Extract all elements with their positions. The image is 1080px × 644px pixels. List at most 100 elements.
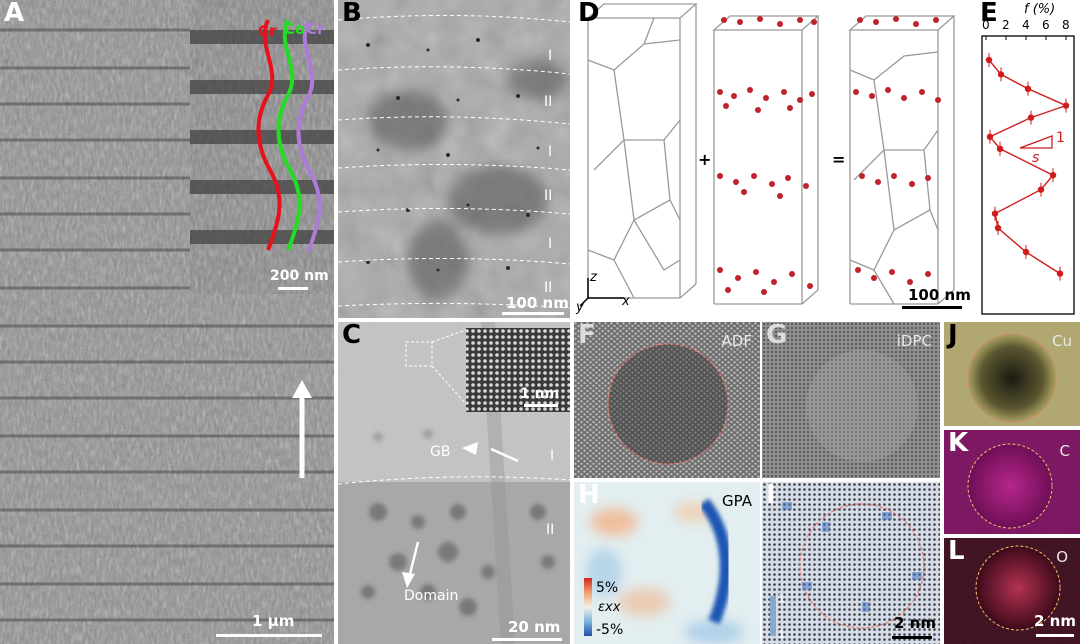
panel-b: B I II I II I II 100 nm xyxy=(338,0,570,318)
panel-l: L O 2 nm xyxy=(944,538,1080,644)
panel-a-label: A xyxy=(4,0,25,28)
slope-num: 1 xyxy=(1056,130,1065,146)
panel-c-scalebar-label: 20 nm xyxy=(508,618,561,636)
panel-i-scalebar xyxy=(892,636,932,639)
domain-arrow-icon xyxy=(408,541,420,575)
panel-c-inset-scalebar xyxy=(524,404,558,407)
panel-i-image xyxy=(762,482,940,644)
region-b-1: I xyxy=(548,48,553,64)
panel-f-image xyxy=(574,322,760,478)
panel-e-label: E xyxy=(980,0,998,28)
panel-d-scalebar-label: 100 nm xyxy=(908,286,971,304)
slope-den: s xyxy=(1032,150,1040,166)
equals-sign: = xyxy=(832,150,846,169)
panel-d: D z x y + = 100 nm xyxy=(574,0,974,318)
domain-annotation: Domain xyxy=(404,588,459,604)
inset-scalebar xyxy=(278,287,308,290)
gb-annotation: GB xyxy=(430,444,451,460)
panel-k-label: K xyxy=(948,430,969,458)
tick-4: 4 xyxy=(1022,18,1030,32)
particles-prism-2 xyxy=(717,16,817,295)
panel-h: H GPA 5% εxx -5% xyxy=(574,482,760,644)
panel-g-label: G xyxy=(766,322,788,350)
panel-a-scalebar xyxy=(216,634,322,637)
panel-j: J Cu xyxy=(944,322,1080,426)
panel-f-label: F xyxy=(578,322,596,350)
gb-arrow-icon xyxy=(490,447,519,463)
region-b-6: II xyxy=(544,280,553,296)
panel-j-eels-cu xyxy=(944,322,1080,426)
panel-g-image xyxy=(762,322,940,478)
panel-l-label: L xyxy=(948,538,965,566)
panel-g: G iDPC xyxy=(762,322,940,478)
panel-h-label: H xyxy=(578,482,600,510)
region-b-3: I xyxy=(548,144,553,160)
panel-h-strain-map xyxy=(574,482,760,644)
panel-i-cb-bottom: 1 xyxy=(778,628,785,641)
panel-d-label: D xyxy=(578,0,600,28)
panel-a-scalebar-label: 1 μm xyxy=(252,612,295,630)
panel-b-label: B xyxy=(342,0,362,28)
panel-e-profile xyxy=(981,35,1075,315)
tick-0: 0 xyxy=(982,18,990,32)
region-b-5: I xyxy=(548,236,553,252)
plus-sign: + xyxy=(698,150,712,169)
legend-cr: Cr xyxy=(258,22,277,40)
strain-colorbar xyxy=(584,578,592,636)
panel-l-eels-o xyxy=(944,538,1080,644)
panel-c-micrograph xyxy=(338,322,570,644)
axes-icon xyxy=(579,278,624,307)
panel-c-label: C xyxy=(342,322,362,350)
panel-a-inset-image xyxy=(190,0,334,294)
panel-f: F ADF xyxy=(574,322,760,478)
colorbar-max: 5% xyxy=(596,580,619,596)
panel-b-scalebar-label: 100 nm xyxy=(506,294,569,312)
colorbar-min: -5% xyxy=(596,622,624,638)
panel-j-tag: Cu xyxy=(1052,332,1072,350)
panel-g-tag: iDPC xyxy=(896,332,932,350)
panel-f-tag: ADF xyxy=(721,332,752,350)
slope-triangle-icon xyxy=(1019,135,1053,149)
panel-l-scalebar xyxy=(1036,634,1074,637)
axis-label-f: f (%) xyxy=(1024,2,1056,17)
tick-6: 6 xyxy=(1042,18,1050,32)
region-b-2: II xyxy=(544,94,553,110)
legend-co: Co xyxy=(284,20,306,38)
panel-e: E f (%) 0 2 4 6 8 1 s xyxy=(976,0,1080,318)
panel-a: A Cr Co Cr 200 nm 1 μm xyxy=(0,0,334,644)
panel-b-micrograph xyxy=(338,0,570,318)
axis-y: y xyxy=(576,300,584,315)
colorbar-symbol: εxx xyxy=(598,600,621,615)
legend-cr2: Cr xyxy=(306,20,325,38)
region-b-4: II xyxy=(544,188,553,204)
panel-k-eels-c xyxy=(944,430,1080,534)
inset-scalebar-label: 200 nm xyxy=(270,268,329,284)
panel-l-scalebar-label: 2 nm xyxy=(1034,612,1076,630)
panel-b-scalebar xyxy=(502,312,564,315)
panel-k-tag: C xyxy=(1059,442,1070,460)
axis-x: x xyxy=(622,294,630,309)
axis-z: z xyxy=(590,270,597,285)
region-c-2: II xyxy=(546,522,555,538)
panel-c-inset-scalebar-label: 1 nm xyxy=(520,386,560,402)
panel-l-tag: O xyxy=(1056,548,1068,566)
panel-i: I 1 1 2 nm xyxy=(762,482,940,644)
cr-trace xyxy=(256,19,282,251)
panel-c: C 1 nm GB I II Domain 20 nm xyxy=(338,322,570,644)
panel-d-scalebar xyxy=(902,306,962,309)
panel-i-cb-top: 1 xyxy=(778,592,785,605)
region-c-1: I xyxy=(550,448,555,464)
growth-arrow-icon xyxy=(292,380,312,478)
panel-d-schematic xyxy=(579,3,956,307)
panel-i-colorbar xyxy=(770,596,776,636)
panel-i-scalebar-label: 2 nm xyxy=(894,614,936,632)
panel-j-label: J xyxy=(948,322,958,350)
cr2-trace xyxy=(296,21,322,253)
panel-i-label: I xyxy=(766,482,776,510)
panel-k: K C xyxy=(944,430,1080,534)
panel-a-inset: Cr Co Cr 200 nm xyxy=(190,0,334,294)
co-trace xyxy=(276,19,302,251)
particles-prism-3 xyxy=(853,16,941,285)
panel-h-tag: GPA xyxy=(722,492,752,510)
panel-c-scalebar xyxy=(492,638,562,641)
